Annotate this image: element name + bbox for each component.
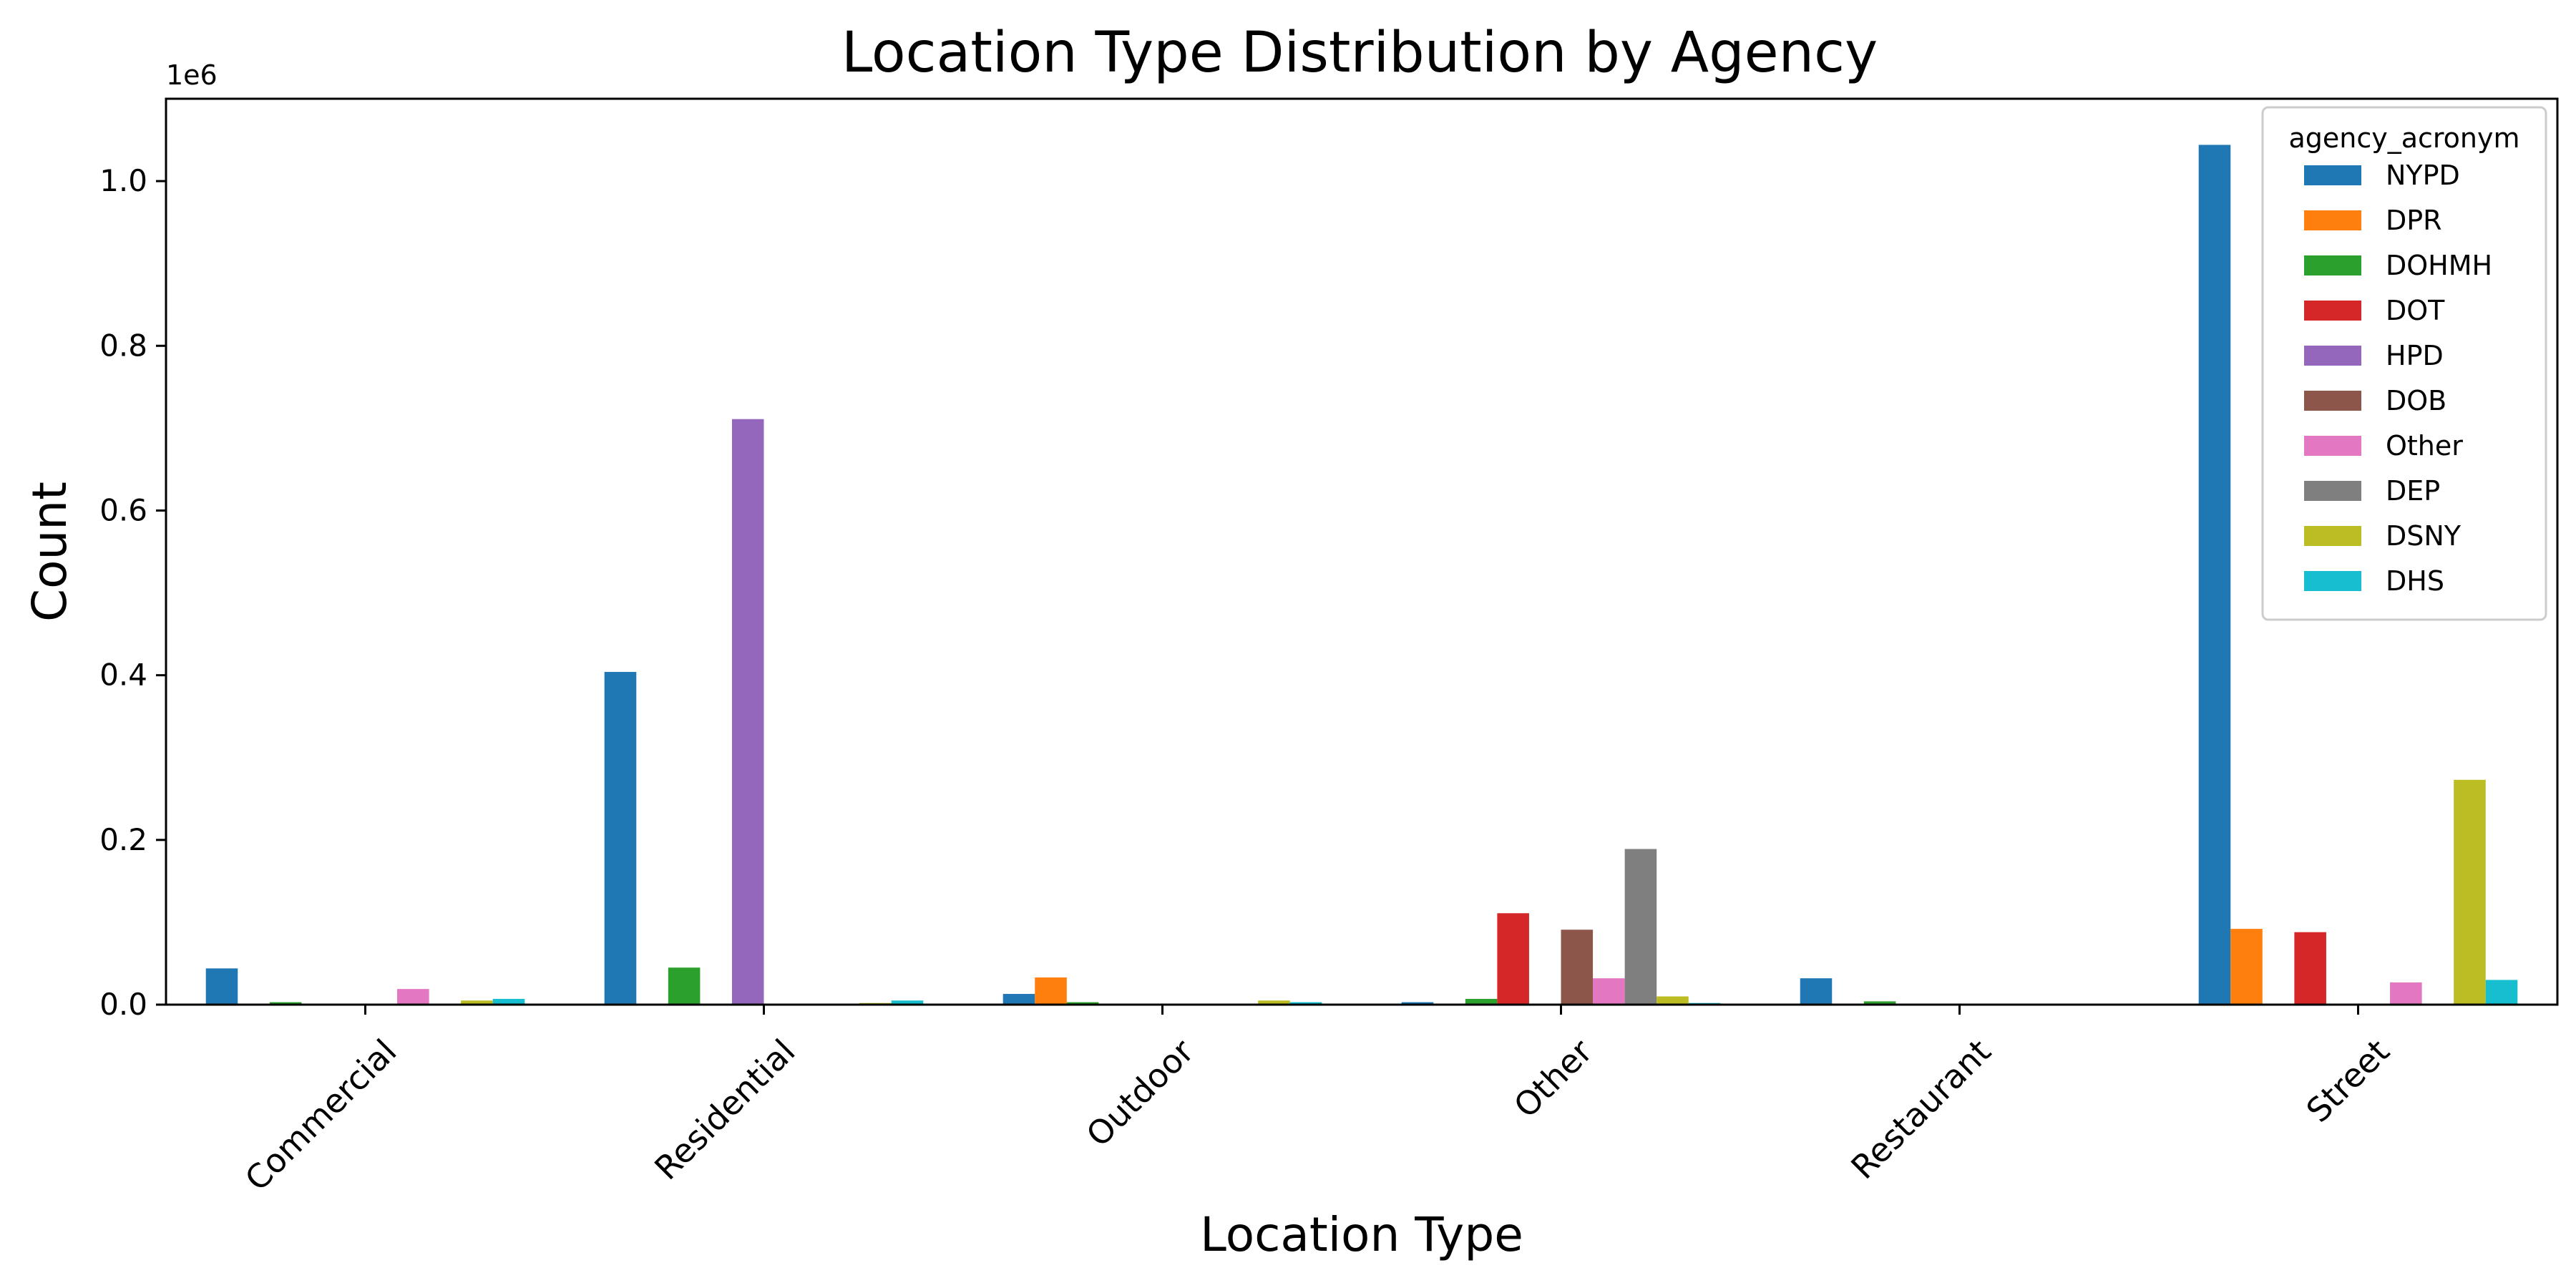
y-axis: 0.0 0.2 0.4 0.6 0.8 1.0 [99,163,166,1022]
bar-other-other [1593,978,1625,1005]
legend-title: agency_acronym [2288,122,2519,154]
legend-label-dhs: DHS [2386,565,2444,597]
bar-dpr-outdoor [1035,977,1067,1005]
legend-label-dep: DEP [2386,475,2440,507]
bar-dot-street [2294,932,2326,1005]
x-tick-label: Commercial [238,1032,404,1199]
bar-dot-other [1497,913,1529,1005]
bar-dohmh-other [1465,998,1498,1005]
y-tick-label: 0.0 [99,987,147,1022]
y-tick-label: 0.6 [99,492,147,527]
legend-swatch-dep [2304,481,2361,501]
y-tick-label: 0.8 [99,328,147,363]
bars-layer [205,145,2518,1005]
y-tick-label: 0.4 [99,658,147,693]
legend-label-other: Other [2386,430,2463,462]
y-tick-label: 1.0 [99,163,147,198]
legend-label-dpr: DPR [2386,205,2442,236]
bar-hpd-residential [731,419,764,1005]
plot-frame [165,97,2559,1006]
x-tick-label: Street [2299,1032,2397,1130]
legend-swatch-other [2304,436,2361,456]
bar-nypd-outdoor [1002,994,1035,1005]
x-axis-title: Location Type [1200,1207,1523,1262]
legend-label-dob: DOB [2386,385,2446,416]
bar-dob-other [1561,930,1594,1005]
bar-dsny-commercial [461,1000,493,1005]
x-axis: Commercial Residential Outdoor Other Restaur… [238,1005,2397,1199]
bar-dohmh-restaurant [1863,1001,1896,1005]
x-tick-label: Restaurant [1843,1032,1998,1186]
bar-dsny-street [2454,779,2486,1005]
bar-nypd-commercial [205,968,238,1005]
legend-swatch-dot [2304,301,2361,321]
y-tick-label: 0.2 [99,822,147,857]
bar-dhs-street [2485,980,2518,1005]
bar-dep-other [1624,849,1657,1005]
legend-swatch-dpr [2304,210,2361,230]
x-tick-label: Residential [647,1032,802,1187]
bar-dsny-outdoor [1258,1000,1290,1005]
x-tick-label: Outdoor [1079,1032,1201,1154]
bar-dhs-residential [891,1000,924,1005]
legend-swatch-nypd [2304,165,2361,185]
legend-label-dot: DOT [2386,295,2445,326]
bar-nypd-street [2198,145,2231,1005]
legend-swatch-dohmh [2304,255,2361,275]
bar-dohmh-outdoor [1066,1002,1099,1005]
bar-nypd-other [1401,1002,1434,1005]
legend-label-hpd: HPD [2386,340,2444,371]
bar-other-street [2390,982,2422,1005]
chart-title: Location Type Distribution by Agency [841,21,1878,85]
y-axis-offset-label: 1e6 [166,59,218,91]
bar-dhs-outdoor [1289,1002,1322,1005]
bar-dohmh-residential [668,967,701,1005]
legend-swatch-dsny [2304,526,2361,546]
bar-nypd-restaurant [1800,978,1833,1005]
bar-nypd-residential [604,672,637,1005]
bar-dhs-commercial [492,998,525,1005]
y-axis-title: Count [22,482,77,622]
legend-swatch-dob [2304,391,2361,411]
legend-label-dsny: DSNY [2386,520,2462,552]
legend-swatch-hpd [2304,346,2361,366]
bar-dohmh-commercial [269,1002,302,1005]
x-tick-label: Other [1506,1032,1600,1126]
bar-dsny-other [1657,996,1689,1005]
bar-dpr-street [2230,929,2263,1005]
bar-other-commercial [397,989,429,1005]
legend-label-nypd: NYPD [2386,160,2460,191]
legend: agency_acronym NYPD DPR DOHMH DOT HPD DOB Other… [2261,106,2547,621]
legend-swatch-dhs [2304,571,2361,591]
legend-label-dohmh: DOHMH [2386,250,2492,281]
